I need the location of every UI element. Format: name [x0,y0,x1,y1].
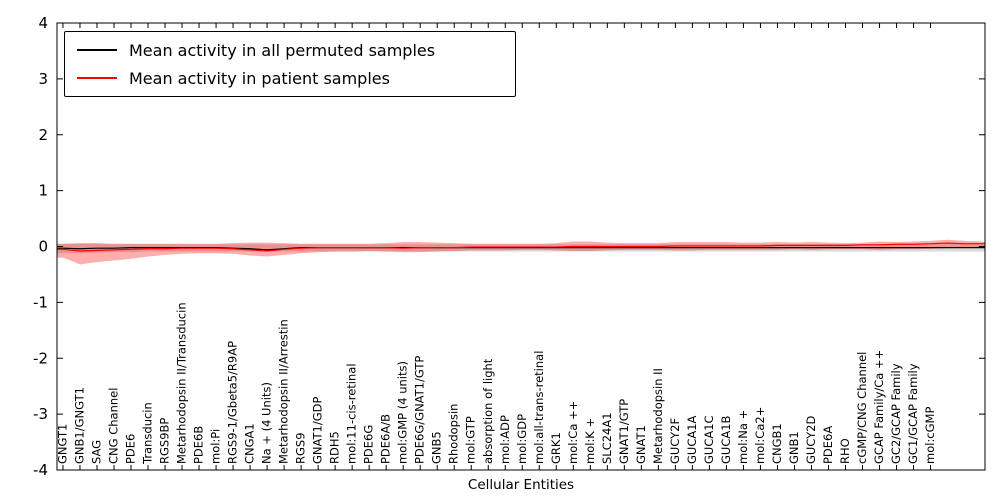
x-tick-label: GNAT1/GDP [311,397,325,464]
x-tick-label: PDE6G/GNAT1/GTP [413,356,427,464]
x-tick-label: GUCY2D [804,416,818,464]
x-tick-label: GNAT1/GTP [617,399,631,464]
x-tick-label: PDE6 [124,434,138,464]
x-tick-label: GUCA1A [685,415,699,464]
x-tick-label: mol:K + [583,418,597,464]
x-tick-label: GC1/GCAP Family [906,363,920,464]
x-tick-label: GUCY2F [668,418,682,464]
x-tick-label: GRK1 [549,432,563,464]
x-tick-label: mol:Pi [209,429,223,464]
y-tick-label: -4 [33,461,48,479]
y-tick-label: -2 [33,349,48,367]
x-tick-label: Metarhodopsin II/Transducin [175,302,189,464]
x-tick-label: GNGT1 [55,424,69,464]
x-axis-label: Cellular Entities [467,477,575,493]
x-tick-label: PDE6A [821,426,835,464]
x-tick-label: SAG [89,440,103,464]
x-tick-label: mol:GDP [515,414,529,464]
legend-line-red [77,77,117,79]
y-tick-label: 4 [38,14,48,32]
legend-entry-permuted: Mean activity in all permuted samples [73,36,507,64]
x-tick-label: mol:GTP [464,416,478,464]
legend-label-patient: Mean activity in patient samples [129,68,390,88]
x-tick-label: SLC24A1 [600,412,614,464]
y-tick-label: -1 [33,293,48,311]
x-tick-label: RDH5 [328,431,342,464]
x-tick-label: RGS9-1/Gbeta5/R9AP [226,341,240,464]
legend-entry-patient: Mean activity in patient samples [73,64,507,92]
x-tick-label: GNB1 [787,431,801,464]
x-tick-label: Transducin [141,402,155,465]
x-tick-label: mol:all-trans-retinal [532,351,546,464]
x-tick-label: GUCA1B [719,415,733,464]
x-tick-label: mol:GMP (4 units) [396,361,410,464]
legend-line-black [77,49,117,51]
x-tick-label: CNGB1 [770,423,784,464]
x-tick-label: mol:cGMP [923,407,937,464]
x-tick-label: Metarhodopsin II [651,368,665,464]
x-tick-label: PDE6B [192,426,206,464]
x-tick-label: GNB5 [430,431,444,464]
x-tick-label: CNGA1 [243,423,257,464]
x-tick-label: GC2/GCAP Family [889,363,903,464]
y-tick-label: 2 [38,126,48,144]
x-tick-label: mol:Na + [736,410,750,464]
series-line-1 [57,242,985,252]
y-tick-label: 0 [38,238,48,256]
x-tick-label: PDE6A/B [379,414,393,464]
x-tick-label: CNG Channel [106,388,120,464]
x-tick-label: mol:ADP [498,415,512,464]
x-tick-label: GNB1/GNGT1 [72,387,86,464]
y-tick-label: -3 [33,405,48,423]
y-tick-label: 3 [38,70,48,88]
x-tick-label: GUCA1C [702,415,716,464]
x-tick-label: GCAP Family/Ca ++ [872,350,886,464]
x-tick-label: PDE6G [362,425,376,464]
x-tick-label: RHO [838,438,852,464]
x-tick-label: mol:11-cis-retinal [345,363,359,464]
x-tick-label: RGS9BP [158,418,172,464]
x-tick-label: mol:Ca2+ [753,407,767,464]
x-tick-label: RGS9 [294,432,308,464]
x-tick-label: mol:Ca ++ [566,401,580,464]
x-tick-label: absorption of light [481,358,495,464]
legend: Mean activity in all permuted samples Me… [64,31,516,97]
x-tick-label: Na + (4 Units) [260,382,274,464]
x-tick-label: Rhodopsin [447,404,461,464]
x-tick-label: GNAT1 [634,425,648,464]
y-tick-label: 1 [38,182,48,200]
x-tick-label: cGMP/CNG Channel [855,352,869,464]
x-tick-label: Metarhodopsin II/Arrestin [277,319,291,464]
legend-label-permuted: Mean activity in all permuted samples [129,40,436,60]
